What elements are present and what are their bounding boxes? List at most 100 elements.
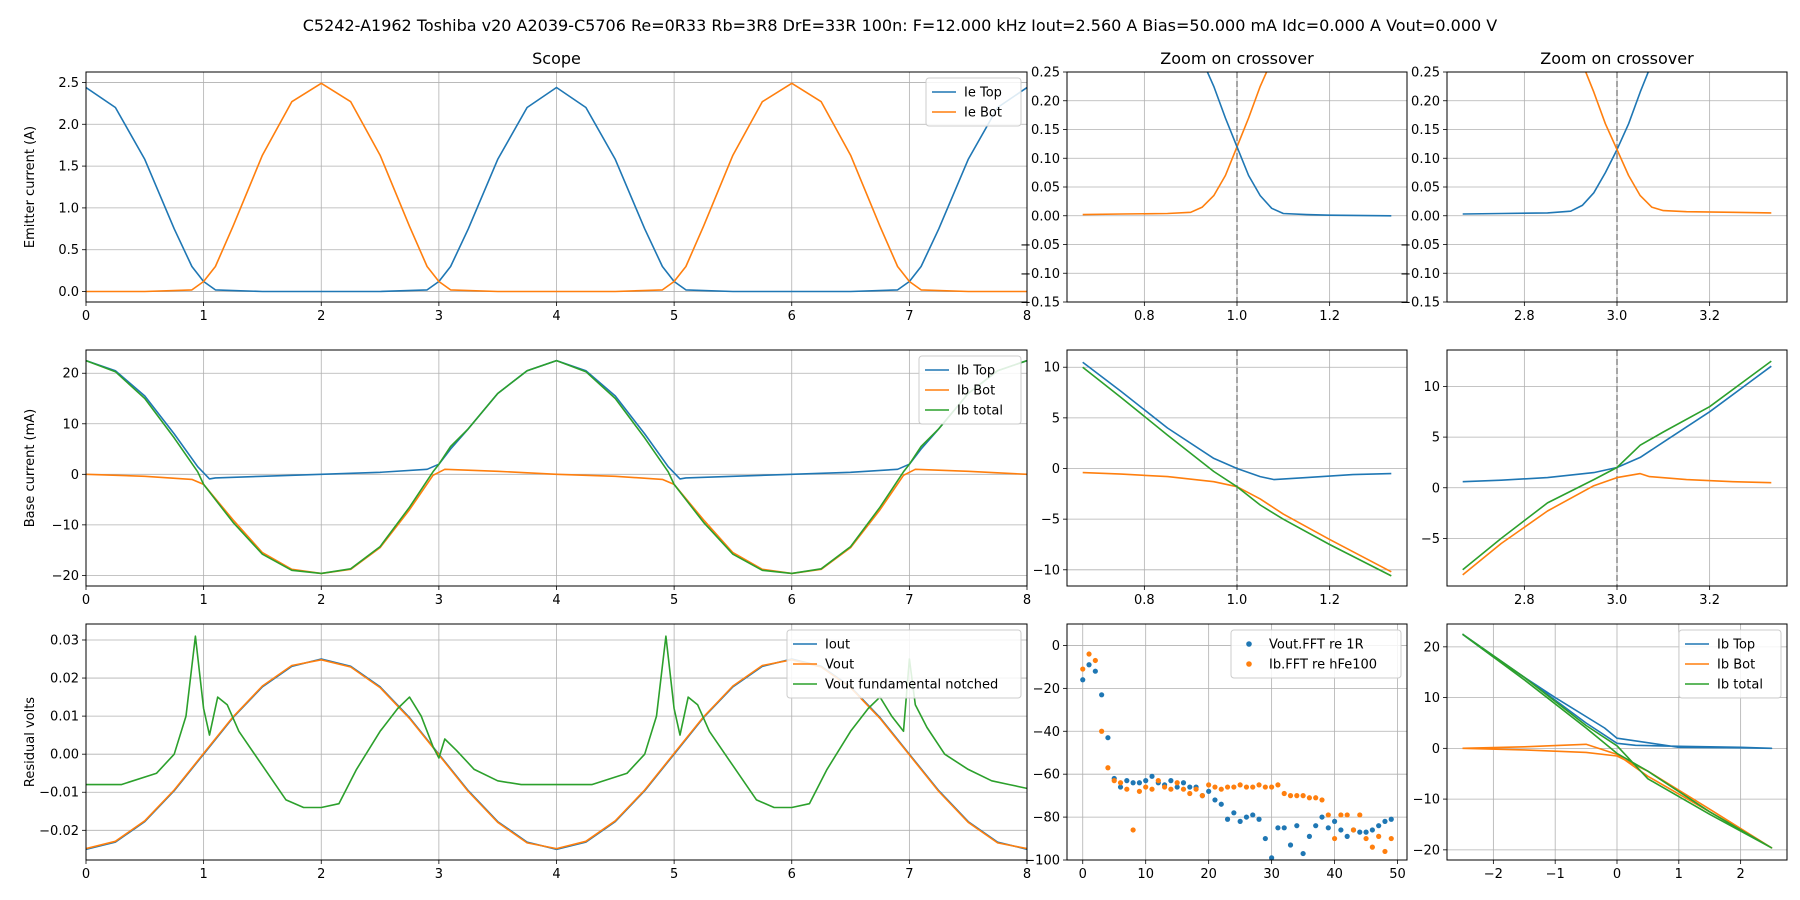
plot-area [1462,633,1773,849]
data-point [1105,735,1111,741]
y-tick-label: 0 [1052,462,1060,477]
legend-label: Ib Bot [957,384,995,399]
data-point [1363,835,1369,842]
data-point [1218,786,1224,792]
series-line [1462,633,1773,849]
x-tick-label: 20 [1200,867,1217,882]
data-point [1206,788,1212,794]
data-point [1256,816,1262,822]
axes-title: Zoom on crossover [1540,49,1694,68]
x-tick-label: 1.2 [1319,309,1340,324]
data-point [1313,823,1319,829]
y-tick-label: 0.5 [58,243,79,258]
axes-title: Zoom on crossover [1160,49,1314,68]
y-tick-label: 10 [62,417,79,432]
x-tick-label: 3.0 [1607,309,1628,324]
series-line [1082,366,1392,577]
data-point [1344,833,1350,840]
y-tick-label: 0 [1432,742,1440,757]
axes-frame [1066,71,1408,303]
y-tick-label: −0.15 [1400,296,1440,311]
data-point [1168,778,1174,784]
x-tick-label: 5 [670,593,678,608]
x-tick-label: 3.2 [1699,309,1720,324]
data-point [1124,786,1130,792]
y-tick-label: 5 [1052,411,1060,426]
data-point [1369,844,1375,850]
legend: Iout Vout Vout fundamental notched [786,629,1022,699]
data-point [1331,835,1338,842]
x-tick-label: 4 [552,593,560,608]
data-point [1149,773,1155,779]
y-tick-label: 0.02 [50,672,79,687]
x-tick-label: 3.2 [1699,593,1720,608]
data-point [1300,850,1306,857]
data-point [1187,790,1193,797]
axes-frame [1066,349,1408,587]
x-tick-label: 0 [82,309,90,324]
legend: Ib Top Ib Bot Ib total [1678,629,1782,699]
data-point [1080,677,1086,683]
x-tick-label: 3 [435,593,443,608]
data-point [1124,778,1130,784]
x-tick-label: 1.2 [1319,593,1340,608]
data-point [1136,788,1143,794]
axes-frame [1066,623,1408,861]
y-tick-label: −10 [1413,793,1440,808]
y-tick-label: 0.20 [1411,94,1440,109]
x-tick-label: 6 [788,867,796,882]
data-point [1262,784,1268,790]
legend: Vout.FFT re 1R Ib.FFT re hFe100 [1230,629,1402,679]
x-tick-label: 50 [1389,867,1406,882]
x-tick-label: 5 [670,309,678,324]
axes-frame [85,349,1028,587]
x-tick-label: 2 [1736,867,1744,882]
data-point [1256,782,1262,788]
x-tick-label: 1 [199,309,207,324]
data-point [1086,662,1092,668]
chart-zoom-base-1: 0.8 1.0 1.2 −10 −5 0 5 10 [1033,349,1408,608]
data-point [1357,829,1363,835]
legend-box [925,77,1022,127]
y-tick-label: −0.05 [1400,238,1440,253]
plot-area [1462,72,1772,215]
plot-area [1462,360,1772,576]
plot-area [86,359,1027,575]
y-tick-label: 0.15 [1031,123,1060,138]
x-tick-label: 2 [317,309,325,324]
data-point [1376,823,1382,829]
legend-label: Ib.FFT re hFe100 [1269,658,1377,673]
axes-layer: 0 1 2 3 4 5 6 7 8 0.0 0.5 1.0 1.5 2.0 2.5 Scope Emitter … [23,49,1788,882]
legend-box [918,355,1022,425]
x-tick-label: 5 [670,867,678,882]
x-tick-label: 0 [1079,867,1087,882]
data-point [1287,793,1294,799]
series-line [1584,72,1772,214]
plot-area [1080,651,1394,860]
data-point [1338,812,1344,818]
x-tick-label: 7 [905,593,913,608]
x-tick-label: 0.8 [1134,309,1155,324]
y-tick-label: 0.25 [1411,66,1440,81]
data-point [1287,842,1294,848]
data-point [1281,825,1287,831]
legend-box [786,629,1022,699]
legend: Ib Top Ib Bot Ib total [918,355,1022,425]
data-point [1300,793,1306,799]
x-tick-label: 2 [317,593,325,608]
data-point [1080,666,1086,672]
x-tick-label: 1 [199,593,207,608]
x-tick-label: 30 [1263,867,1280,882]
data-point [1388,816,1394,822]
data-point [1092,657,1098,664]
y-tick-label: 10 [1423,691,1440,706]
series-line [1462,72,1650,215]
y-tick-label: 0.03 [50,633,79,648]
data-point [1130,780,1136,786]
y-tick-label: 10 [1423,380,1440,395]
data-point [1099,728,1105,734]
y-tick-label: 0.05 [1411,181,1440,196]
y-tick-label: 0.00 [50,748,79,763]
series-line [86,635,1027,809]
